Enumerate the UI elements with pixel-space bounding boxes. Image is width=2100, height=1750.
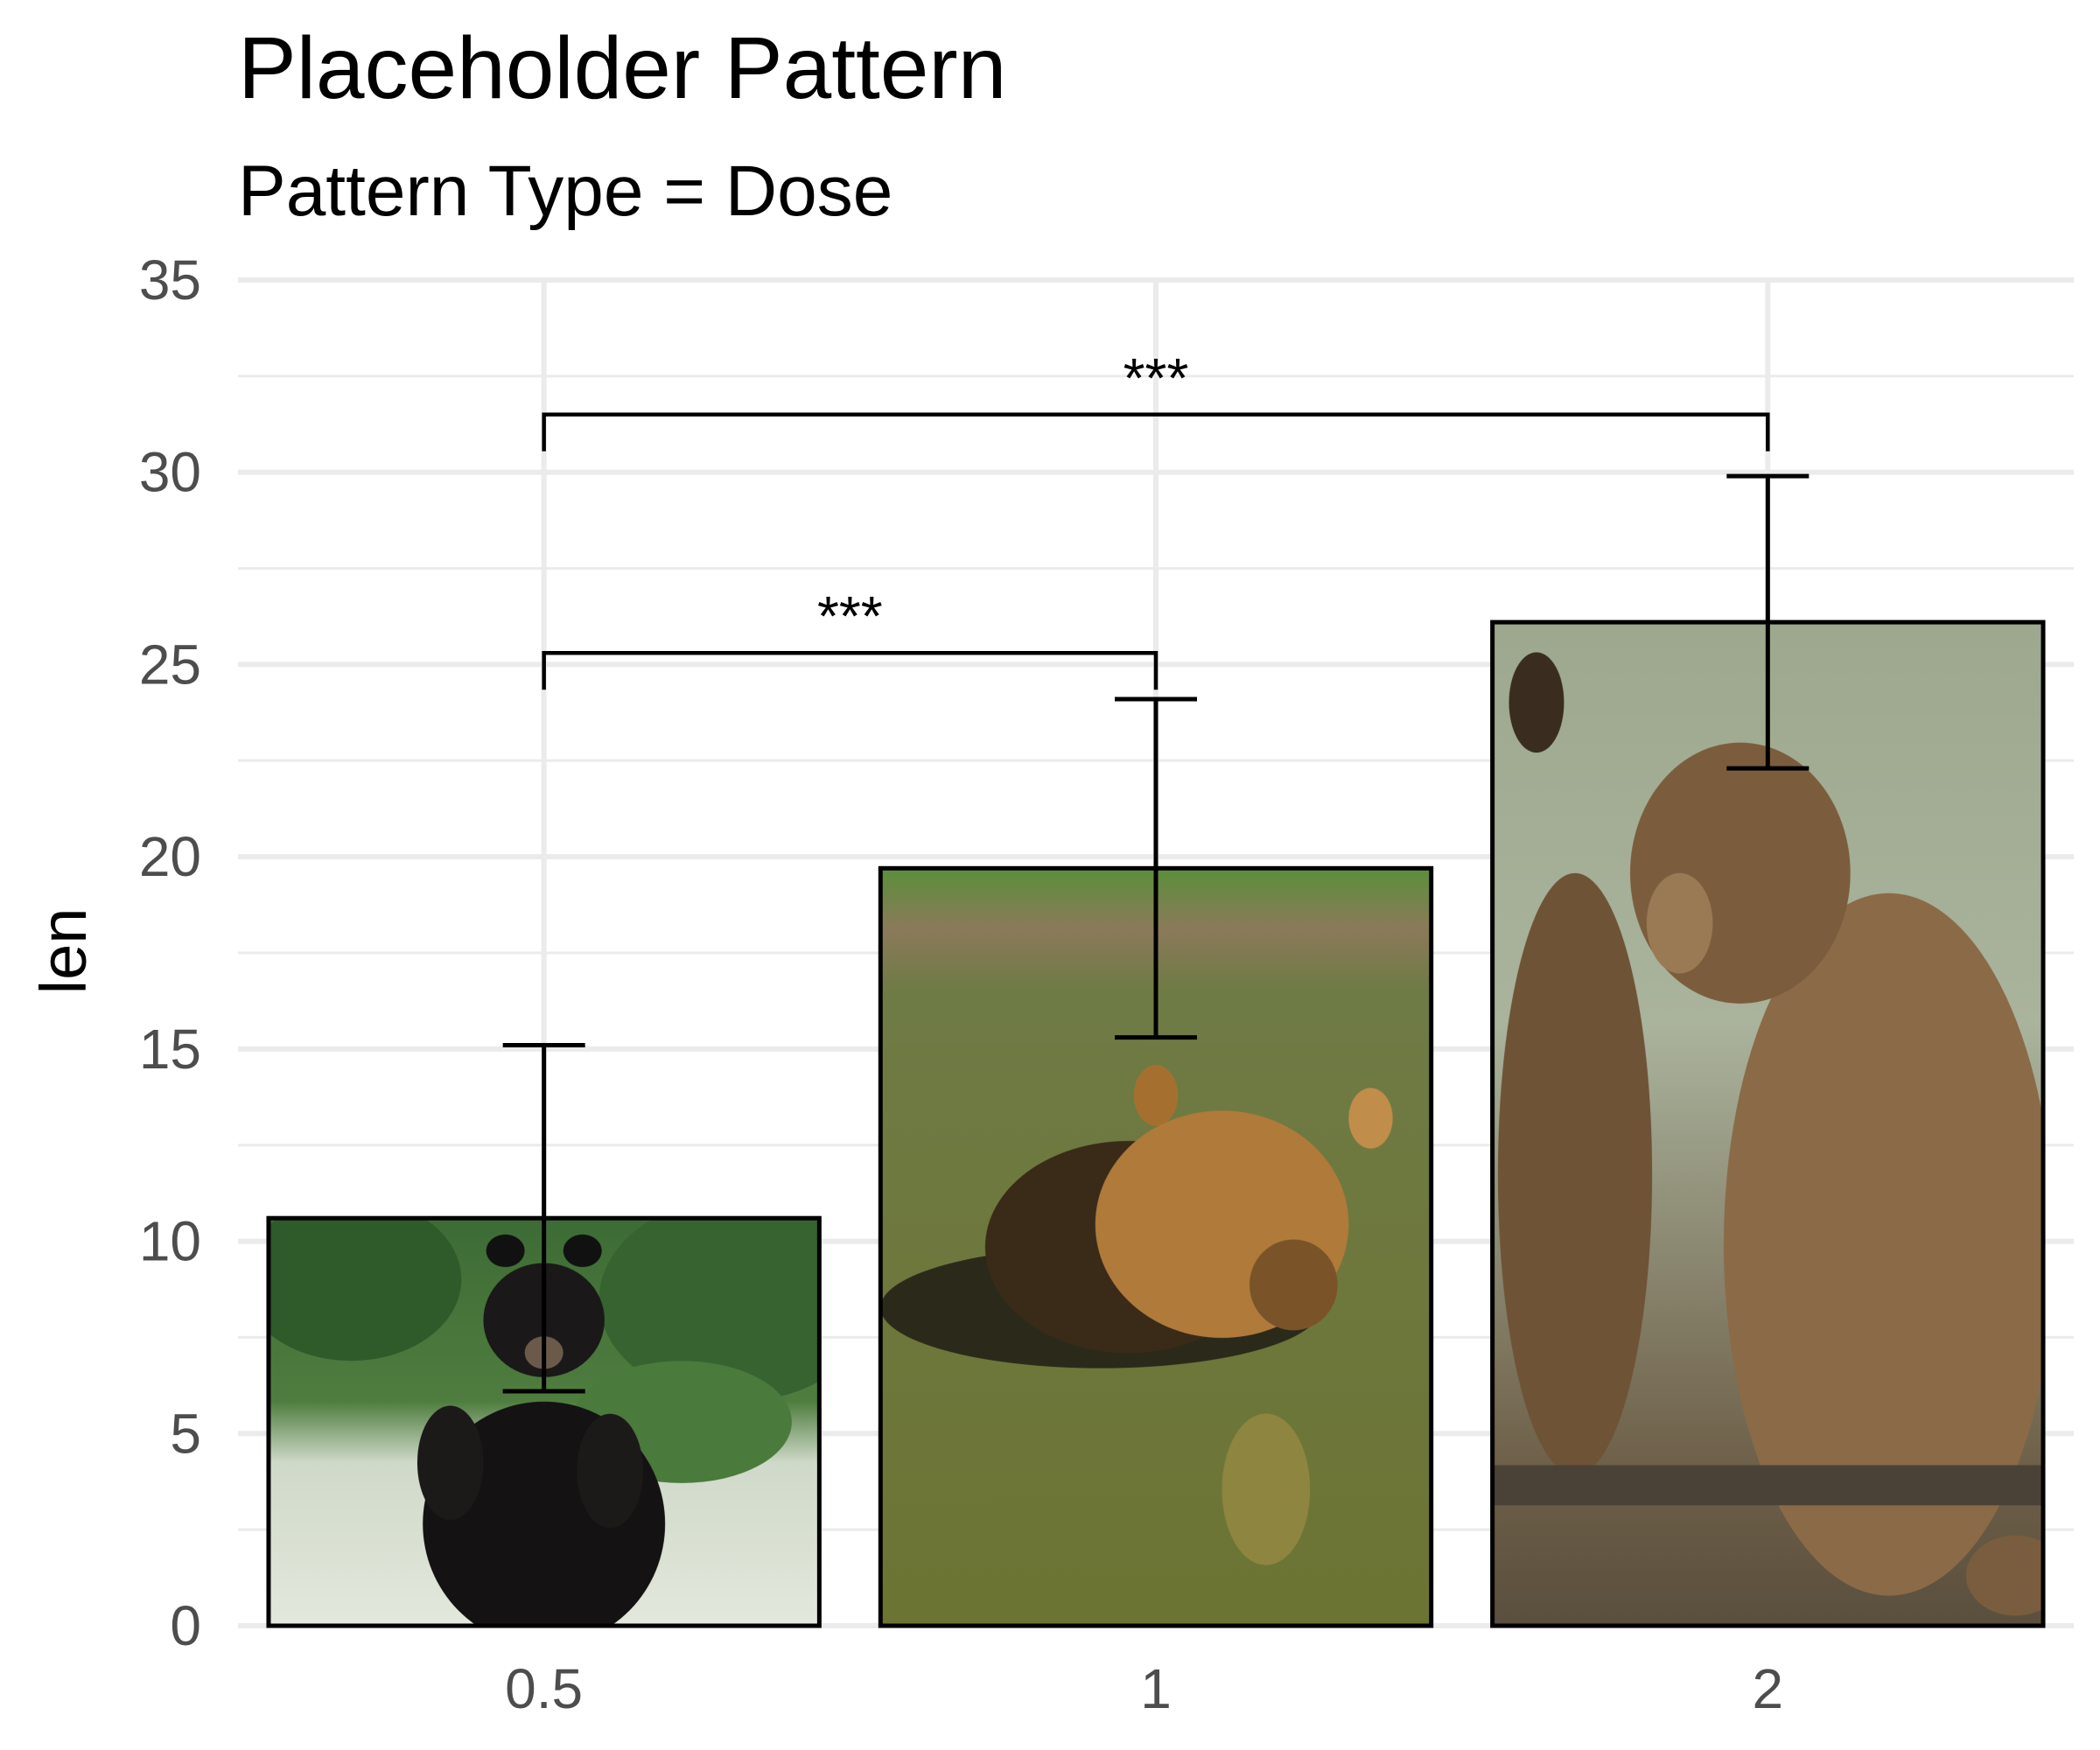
chart-subtitle: Pattern Type = Dose [238,151,893,231]
x-tick-labels: 0.5 1 2 [505,1657,1783,1720]
y-tick-label: 0 [170,1594,201,1657]
x-tick-label: 0.5 [505,1657,583,1720]
significance-brackets: *** *** [542,346,1770,690]
error-bar-1 [1115,696,1197,1040]
y-axis-title: len [27,908,100,995]
y-tick-label: 10 [139,1210,201,1273]
y-tick-label: 25 [139,633,201,696]
y-tick-label: 5 [170,1402,201,1465]
error-bar-2 [1726,473,1810,771]
error-bar-0.5 [502,1042,585,1394]
y-tick-labels: 0 5 10 15 20 25 30 35 [139,248,201,1657]
y-tick-label: 30 [139,441,201,504]
significance-label: *** [817,584,883,648]
error-bars [502,473,1810,1394]
bar-2 [1490,620,2046,1628]
x-tick-label: 1 [1140,1657,1172,1720]
y-tick-label: 15 [139,1018,201,1081]
significance-bracket-0.5-2: *** [542,346,1770,452]
chart-title: Placeholder Pattern [238,19,1007,117]
x-tick-label: 2 [1753,1657,1784,1720]
significance-label: *** [1124,346,1189,410]
significance-bracket-0.5-1: *** [542,584,1158,690]
y-tick-label: 20 [139,825,201,888]
y-tick-label: 35 [139,248,201,312]
